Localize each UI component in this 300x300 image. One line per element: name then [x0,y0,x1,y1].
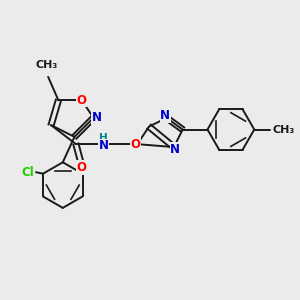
Text: N: N [99,139,109,152]
Text: N: N [92,111,101,124]
Text: CH₃: CH₃ [36,61,58,70]
Text: CH₃: CH₃ [273,124,295,134]
Text: Cl: Cl [22,166,34,179]
Text: N: N [160,109,170,122]
Text: N: N [170,143,180,156]
Text: O: O [77,94,87,107]
Text: O: O [77,161,87,174]
Text: H: H [99,133,108,143]
Text: O: O [131,138,141,151]
